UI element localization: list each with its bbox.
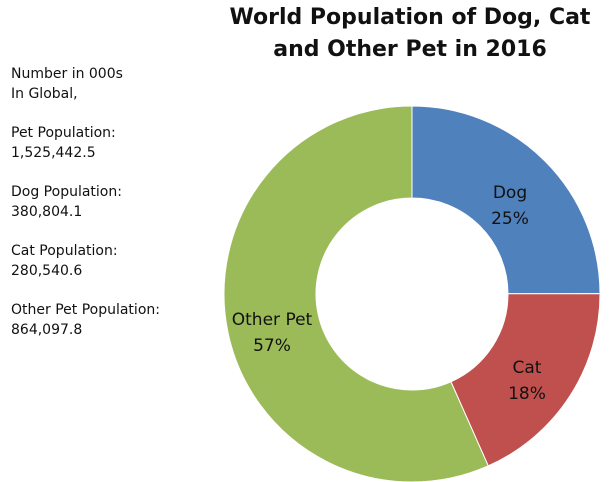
slice-other-pet [223,105,489,482]
annotation-pet-population-label: Pet Population: [11,125,116,141]
annotation-units-line-2: In Global, [11,86,78,102]
annotation-units-line-1: Number in 000s [11,66,123,82]
annotation-other-pet-population: Other Pet Population: 864,097.8 [11,300,211,340]
population-annotations: Number in 000s In Global, Pet Population… [11,64,211,359]
annotation-cat-population-value: 280,540.6 [11,263,83,279]
chart-title: World Population of Dog, Cat and Other P… [206,2,614,66]
annotation-dog-population-label: Dog Population: [11,184,122,200]
annotation-dog-population-value: 380,804.1 [11,204,83,220]
slice-cat [450,293,601,467]
slice-dog [411,105,601,295]
slice-label-cat: Cat 18% [508,358,546,404]
annotation-other-pet-population-value: 864,097.8 [11,322,83,338]
annotation-dog-population: Dog Population: 380,804.1 [11,182,211,222]
annotation-units: Number in 000s In Global, [11,64,211,104]
annotation-pet-population: Pet Population: 1,525,442.5 [11,123,211,163]
annotation-pet-population-value: 1,525,442.5 [11,145,96,161]
annotation-other-pet-population-label: Other Pet Population: [11,302,160,318]
chart-title-line-2: and Other Pet in 2016 [273,37,547,62]
slice-label-other-pet: Other Pet 57% [232,310,313,356]
annotation-cat-population-label: Cat Population: [11,243,118,259]
slice-label-dog: Dog 25% [491,183,529,229]
annotation-cat-population: Cat Population: 280,540.6 [11,241,211,281]
chart-title-line-1: World Population of Dog, Cat [229,5,591,30]
